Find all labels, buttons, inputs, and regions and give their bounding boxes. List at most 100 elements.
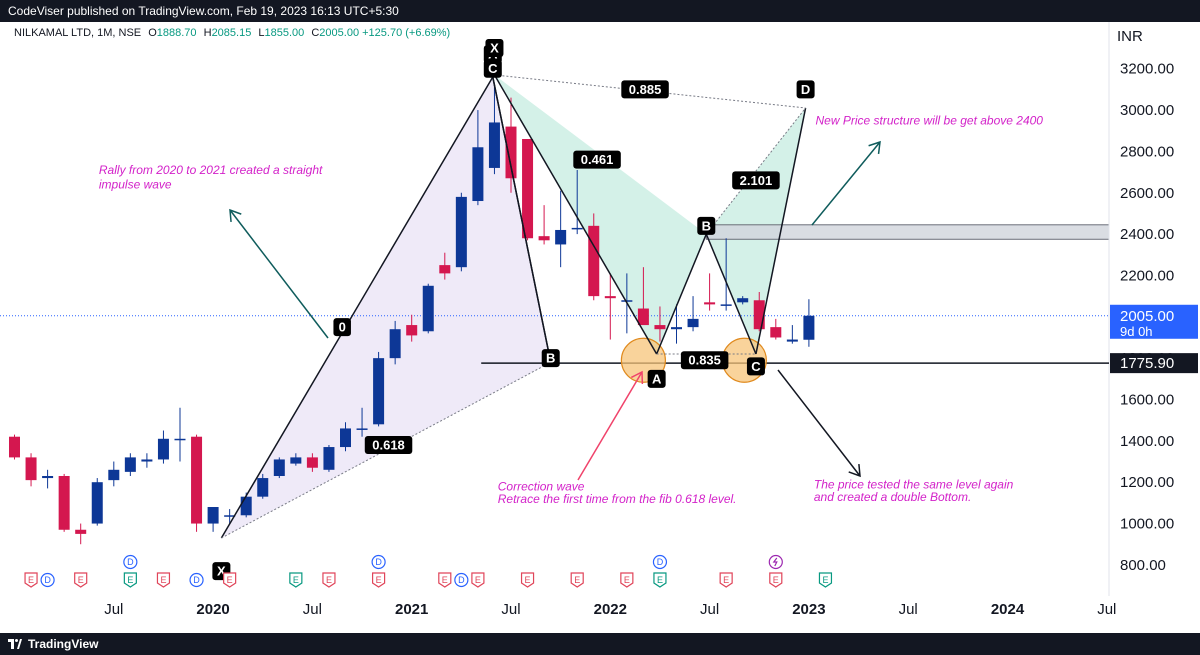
pattern-2-point-label: C bbox=[746, 357, 765, 376]
pattern-2-point-label: D bbox=[796, 80, 815, 99]
candle-body bbox=[704, 302, 716, 305]
earnings-marker-icon: E bbox=[24, 572, 38, 588]
pattern-2-point-label-bg bbox=[647, 369, 666, 388]
candle-body bbox=[505, 126, 517, 179]
annotation-text: impulse wave bbox=[99, 178, 172, 192]
pattern-2-ratio-label: 2.101 bbox=[732, 171, 780, 190]
pattern-2-leg bbox=[493, 74, 658, 355]
pattern-2-ratio-label-bg bbox=[732, 171, 780, 190]
earnings-marker-letter: E bbox=[127, 575, 133, 585]
candle-body bbox=[488, 122, 500, 168]
candle-body bbox=[637, 308, 649, 326]
low-value: 1855.00 bbox=[264, 27, 305, 39]
pattern-1-ratio-label-bg bbox=[333, 318, 351, 337]
split-marker-icon bbox=[768, 554, 783, 570]
candle bbox=[207, 507, 219, 532]
candle-body bbox=[753, 300, 765, 330]
candle bbox=[356, 407, 368, 437]
symbol-name[interactable]: NILKAMAL LTD, 1M, NSE bbox=[14, 27, 142, 39]
earnings-marker-letter: E bbox=[624, 575, 630, 585]
candle bbox=[604, 273, 616, 340]
earnings-marker-letter: E bbox=[28, 575, 34, 585]
close-label: C bbox=[311, 27, 320, 39]
x-axis-tick-label: 2024 bbox=[991, 601, 1025, 618]
breakout-arrow-shaft bbox=[811, 141, 881, 226]
candle-body bbox=[455, 196, 467, 268]
earnings-marker-icon: E bbox=[653, 572, 667, 588]
dividend-marker-letter: D bbox=[375, 557, 382, 567]
dividend-marker-letter: D bbox=[127, 557, 134, 567]
double-bottom-arrow bbox=[777, 369, 861, 478]
low-label: L bbox=[258, 27, 265, 39]
dividend-marker-letter: D bbox=[458, 575, 465, 585]
x-axis-tick-label: Jul bbox=[104, 601, 123, 618]
breakout-arrow bbox=[811, 140, 881, 226]
earnings-marker-letter: E bbox=[773, 575, 779, 585]
candle bbox=[25, 453, 37, 487]
annotation-text: New Price structure will be get above 24… bbox=[816, 114, 1044, 128]
candle bbox=[224, 509, 236, 524]
current-price-tag-bg bbox=[1110, 304, 1198, 339]
price-chart[interactable]: XABC00.618XABCD0.8850.4612.1010.835Rally… bbox=[0, 22, 1200, 633]
rally-arrow-head bbox=[229, 208, 242, 223]
y-axis-tick-label: 2200.00 bbox=[1120, 267, 1174, 284]
earnings-marker-letter: E bbox=[326, 575, 332, 585]
pattern-1-ratio-label-bg bbox=[364, 435, 413, 454]
current-price-countdown: 9d 0h bbox=[1120, 324, 1153, 339]
candle-body bbox=[522, 138, 534, 239]
candle bbox=[555, 190, 567, 268]
y-axis-tick-label: 2400.00 bbox=[1120, 226, 1174, 243]
close-value: 2005.00 bbox=[319, 27, 360, 39]
pattern-2-point-label-bg bbox=[746, 357, 765, 376]
earnings-marker-letter: E bbox=[657, 575, 663, 585]
candle-body bbox=[240, 496, 252, 516]
tradingview-logo-icon bbox=[8, 639, 22, 649]
candle-body bbox=[290, 457, 302, 464]
candle-body bbox=[571, 227, 583, 230]
earnings-marker-letter: E bbox=[293, 575, 299, 585]
earnings-marker-icon: E bbox=[520, 572, 535, 588]
open-label: O bbox=[148, 27, 157, 39]
pattern-1-point-label: B bbox=[541, 349, 560, 368]
earnings-marker-shape bbox=[156, 572, 171, 588]
pattern-1-point-label-bg bbox=[483, 59, 502, 78]
earnings-marker-letter: E bbox=[475, 575, 481, 585]
earnings-marker-icon: E bbox=[471, 572, 485, 588]
candle-body bbox=[737, 298, 749, 303]
annotation-text: and created a double Bottom. bbox=[814, 490, 971, 504]
candle bbox=[306, 453, 318, 472]
candle-body bbox=[786, 339, 798, 342]
candle bbox=[786, 325, 798, 344]
candle-body bbox=[621, 300, 633, 302]
candle bbox=[273, 457, 285, 479]
footer-bar: TradingView bbox=[0, 633, 1200, 655]
candle bbox=[687, 296, 699, 332]
x-axis-tick-label: 2022 bbox=[594, 601, 627, 618]
pattern-2-bd-ratio-line bbox=[705, 107, 806, 235]
earnings-marker-icon: E bbox=[438, 572, 452, 588]
earnings-marker-shape bbox=[322, 572, 336, 588]
y-axis-tick-label: 800.00 bbox=[1120, 557, 1166, 574]
pattern-1-shaded-region bbox=[221, 76, 551, 539]
rally-arrow-shaft bbox=[229, 209, 329, 339]
current-price-value: 2005.00 bbox=[1120, 308, 1174, 325]
candle bbox=[9, 434, 20, 460]
earnings-marker-letter: E bbox=[525, 575, 531, 585]
candle-body bbox=[770, 327, 782, 338]
candle-body bbox=[422, 285, 434, 332]
candle-body bbox=[191, 436, 203, 524]
dividend-marker-icon: D bbox=[189, 572, 204, 588]
y-axis-tick-label: 1000.00 bbox=[1120, 516, 1174, 533]
candle bbox=[42, 469, 54, 489]
candle bbox=[588, 213, 600, 301]
earnings-marker-letter: E bbox=[227, 575, 233, 585]
pattern-2-point-label-text: C bbox=[751, 359, 761, 374]
pattern-2-point-label-text: D bbox=[801, 82, 810, 97]
candle-body bbox=[439, 265, 451, 274]
pattern-2-ratio-label-text: 0.835 bbox=[688, 353, 721, 368]
dividend-marker-shape bbox=[454, 572, 469, 588]
y-axis-tick-label: 3000.00 bbox=[1120, 102, 1174, 119]
candle bbox=[637, 267, 649, 326]
pattern-2-ratio-label: 0.835 bbox=[680, 351, 729, 370]
annotation-text: Correction wave bbox=[498, 479, 585, 493]
